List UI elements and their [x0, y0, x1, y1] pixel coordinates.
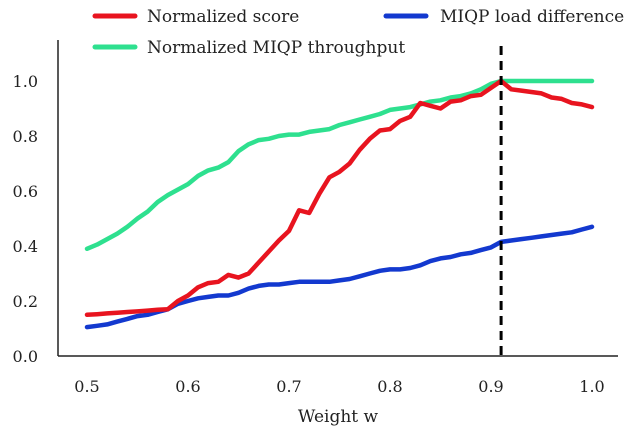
- x-axis: 0.5 0.6 0.7 0.8 0.9 1.0 Weight w: [58, 355, 618, 427]
- y-axis: 0.0 0.2 0.4 0.6 0.8 1.0: [13, 40, 59, 366]
- y-tick-label: 0.2: [13, 292, 38, 311]
- y-tick-label: 0.4: [13, 237, 38, 256]
- plot-area: [84, 46, 595, 356]
- series-line-miqp-load-difference: [84, 224, 595, 330]
- x-tick-label: 1.0: [579, 377, 604, 396]
- x-axis-label: Weight w: [298, 407, 379, 427]
- x-tick-label: 0.9: [478, 377, 503, 396]
- x-tick-label: 0.8: [377, 377, 402, 396]
- y-tick-label: 0.6: [13, 182, 38, 201]
- x-tick-label: 0.5: [74, 377, 99, 396]
- x-tick-label: 0.6: [175, 377, 200, 396]
- y-tick-label: 0.0: [13, 347, 38, 366]
- legend-label-miqp-load-difference: MIQP load difference: [440, 7, 624, 27]
- y-tick-label: 1.0: [13, 72, 38, 91]
- series-line-normalized-score: [84, 78, 595, 318]
- legend-label-normalized-score: Normalized score: [147, 7, 299, 27]
- legend: Normalized score MIQP load difference No…: [92, 7, 624, 58]
- series-line-normalized-miqp-throughput: [84, 78, 595, 252]
- x-tick-label: 0.7: [276, 377, 301, 396]
- legend-label-normalized-miqp-throughput: Normalized MIQP throughput: [147, 38, 405, 58]
- y-tick-label: 0.8: [13, 127, 38, 146]
